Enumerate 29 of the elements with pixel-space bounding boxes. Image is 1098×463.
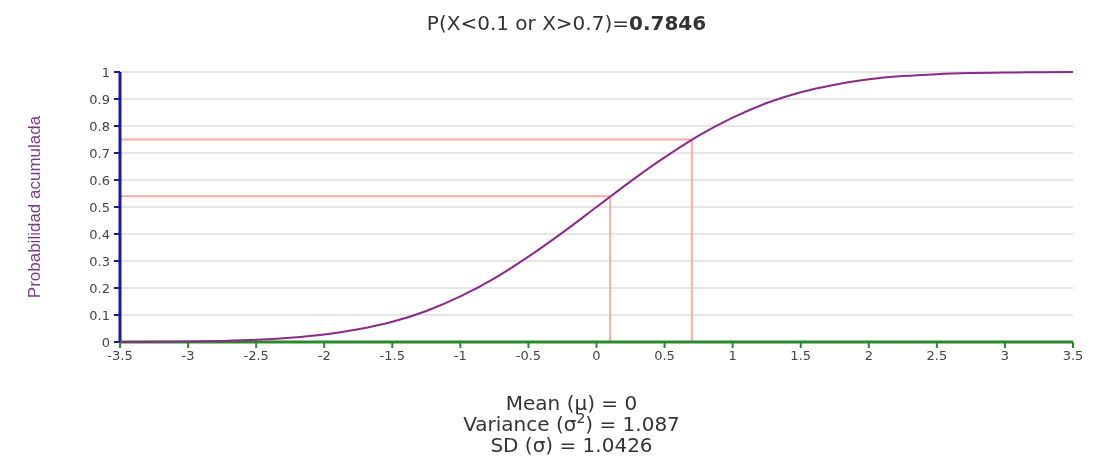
x-tick-label: 0 <box>592 348 601 363</box>
x-tick-label: 2.5 <box>926 348 948 363</box>
y-tick-label: 0.8 <box>89 118 110 134</box>
y-tick-label: 0.2 <box>89 280 110 296</box>
y-tick-label: 0.3 <box>89 253 110 269</box>
x-tick-label: 2 <box>864 348 873 363</box>
x-tick-label: 3 <box>1000 348 1010 363</box>
text: SD (σ) = 1.0426 <box>490 433 653 457</box>
x-tick-label: -3.5 <box>107 348 133 363</box>
y-tick-label: 0 <box>101 334 110 350</box>
x-tick-label: -2 <box>317 348 331 363</box>
y-tick-label: 0.9 <box>89 91 110 107</box>
y-tick-label: 0.7 <box>89 145 110 161</box>
x-tick-label: 3.5 <box>1062 348 1084 363</box>
x-tick-label: -2.5 <box>243 348 269 363</box>
y-tick-label: 0.1 <box>89 307 110 323</box>
x-tick-label: 1.5 <box>790 348 812 363</box>
x-tick-label: -1 <box>453 348 467 363</box>
y-axis-title: Probabilidad acumulada <box>25 115 44 299</box>
chart-title: P(X<0.1 or X>0.7)=0.7846 <box>426 11 707 35</box>
x-tick-label: -1.5 <box>379 348 405 363</box>
x-tick-label: 0.5 <box>654 348 675 363</box>
y-tick-label: 1 <box>101 64 110 80</box>
y-tick-label: 0.5 <box>89 199 110 215</box>
x-tick-label: -0.5 <box>515 348 542 363</box>
y-tick-label: 0.6 <box>89 172 110 188</box>
y-tick-label: 0.4 <box>89 226 110 242</box>
x-tick-label: -3 <box>181 348 195 363</box>
x-tick-label: 1 <box>728 348 737 363</box>
